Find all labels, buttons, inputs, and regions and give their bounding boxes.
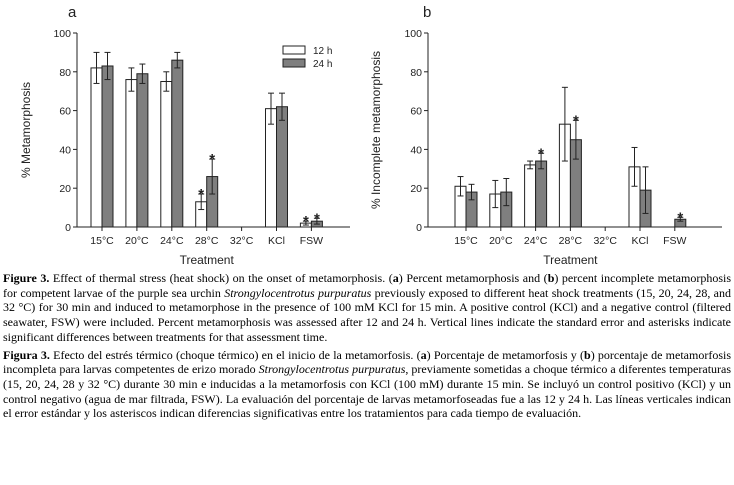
caption-es-text-4: , previamente sometidas a choque térmico…: [3, 362, 732, 421]
caption-en-b: b: [547, 271, 555, 285]
panel-a-y-tick-label: 0: [65, 222, 71, 234]
panel-a-x-tick-label: 20°C: [125, 235, 149, 247]
panel-b-bar: [524, 164, 537, 228]
panel-a-bar: [160, 81, 173, 228]
panel-b-x-tick-label: 24°C: [524, 235, 548, 247]
panel-b-significance-star: *: [677, 209, 683, 226]
caption-es-text-3: ) porcentaje de metamorfosis incompleta …: [3, 347, 731, 377]
panel-a-bar: [171, 59, 184, 228]
figure-captions: Figure 3. Effect of thermal stress (heat…: [3, 271, 731, 424]
panel-a-y-tick-label: 100: [53, 28, 71, 40]
panel-a-legend-label: 24 h: [313, 59, 332, 70]
panel-b-bar: [535, 160, 548, 228]
caption-english: Figure 3. Effect of thermal stress (heat…: [3, 271, 731, 345]
caption-en-text-1: Effect of thermal stress (heat shock) on…: [49, 271, 393, 285]
panel-a-x-tick-label: FSW: [300, 235, 323, 247]
panel-a-x-tick-label: 28°C: [195, 235, 219, 247]
panel-b-y-axis-title: % Incomplete metamorphosis: [369, 51, 383, 209]
panel-b-x-tick-label: 32°C: [593, 235, 617, 247]
panel-b-x-tick-label: 20°C: [489, 235, 513, 247]
panel-b-y-tick-label: 60: [410, 106, 422, 118]
panel-a-significance-star: *: [303, 213, 309, 230]
caption-en-label: Figure 3.: [3, 271, 50, 285]
panel-b-letter: b: [423, 4, 431, 21]
panel-a-bar: [276, 106, 288, 228]
figure-charts: a 0 20 40 60 80 100 % Metamorphosis Treatment 15°…: [19, 4, 722, 267]
panel-b-x-tick-label: KCl: [632, 235, 649, 247]
panel-a-significance-star: *: [314, 210, 320, 227]
panel-a-y-tick-label: 40: [59, 144, 71, 156]
panel-a-legend-swatch: [282, 45, 306, 55]
panel-a-bar: [125, 79, 138, 228]
caption-es-label: Figura 3.: [3, 347, 50, 362]
panel-b-y-tick-label: 20: [410, 183, 422, 195]
caption-es-text-1: Efecto del estrés térmico (choque térmic…: [49, 347, 421, 362]
panel-b-x-axis-title: Treatment: [543, 253, 598, 267]
panel-a-y-axis-title: % Metamorphosis: [19, 82, 33, 178]
panel-b-x-tick-label: FSW: [663, 235, 686, 247]
panel-a-y-tick-label: 80: [59, 67, 71, 79]
panel-a-x-tick-label: 24°C: [160, 235, 184, 247]
panel-a-legend-label: 12 h: [313, 46, 332, 57]
caption-es-b: b: [584, 347, 591, 362]
caption-en-text-3: ) percent incomplete metamorphosis for c…: [3, 271, 732, 300]
panel-a-letter: a: [68, 4, 77, 21]
panel-a-significance-star: *: [198, 186, 204, 203]
caption-en-text-2: ) Percent metamorphosis and (: [398, 271, 548, 285]
panel-a-x-tick-label: 15°C: [90, 235, 114, 247]
caption-en-text-4: previously exposed to different heat sho…: [3, 285, 731, 344]
caption-spanish: Figura 3. Efecto del estrés térmico (cho…: [3, 348, 731, 422]
panel-a-bar: [90, 67, 103, 228]
panel-b-y-tick-label: 100: [404, 28, 422, 40]
panel-a-bar: [265, 108, 277, 228]
caption-es-species: Strongylocentrotus purpuratus: [258, 362, 406, 377]
panel-b-y-tick-label: 80: [410, 67, 422, 79]
panel-a-x-axis-title: Treatment: [180, 253, 235, 267]
panel-b-x-tick-label: 28°C: [559, 235, 583, 247]
caption-en-species: Strongylocentrotus purpuratus: [224, 285, 372, 300]
panel-a-y-tick-label: 60: [59, 106, 71, 118]
panel-a-bar: [101, 65, 114, 228]
caption-es-text-2: ) Porcentaje de metamorfosis y (: [426, 347, 585, 362]
caption-en-a: a: [392, 271, 399, 285]
panel-a-legend-swatch: [282, 58, 306, 68]
caption-es-a: a: [420, 347, 427, 362]
panel-b-significance-star: *: [538, 145, 544, 162]
panel-b-significance-star: *: [573, 112, 579, 129]
panel-a-y-tick-label: 20: [59, 183, 71, 195]
panel-a-x-tick-label: 32°C: [230, 235, 254, 247]
panel-a-x-tick-label: KCl: [268, 235, 285, 247]
panel-b-y-tick-label: 40: [410, 144, 422, 156]
panel-a-bar: [136, 73, 149, 228]
panel-b-x-tick-label: 15°C: [454, 235, 478, 247]
panel-a-significance-star: *: [209, 151, 215, 168]
panel-b-y-tick-label: 0: [416, 222, 422, 234]
